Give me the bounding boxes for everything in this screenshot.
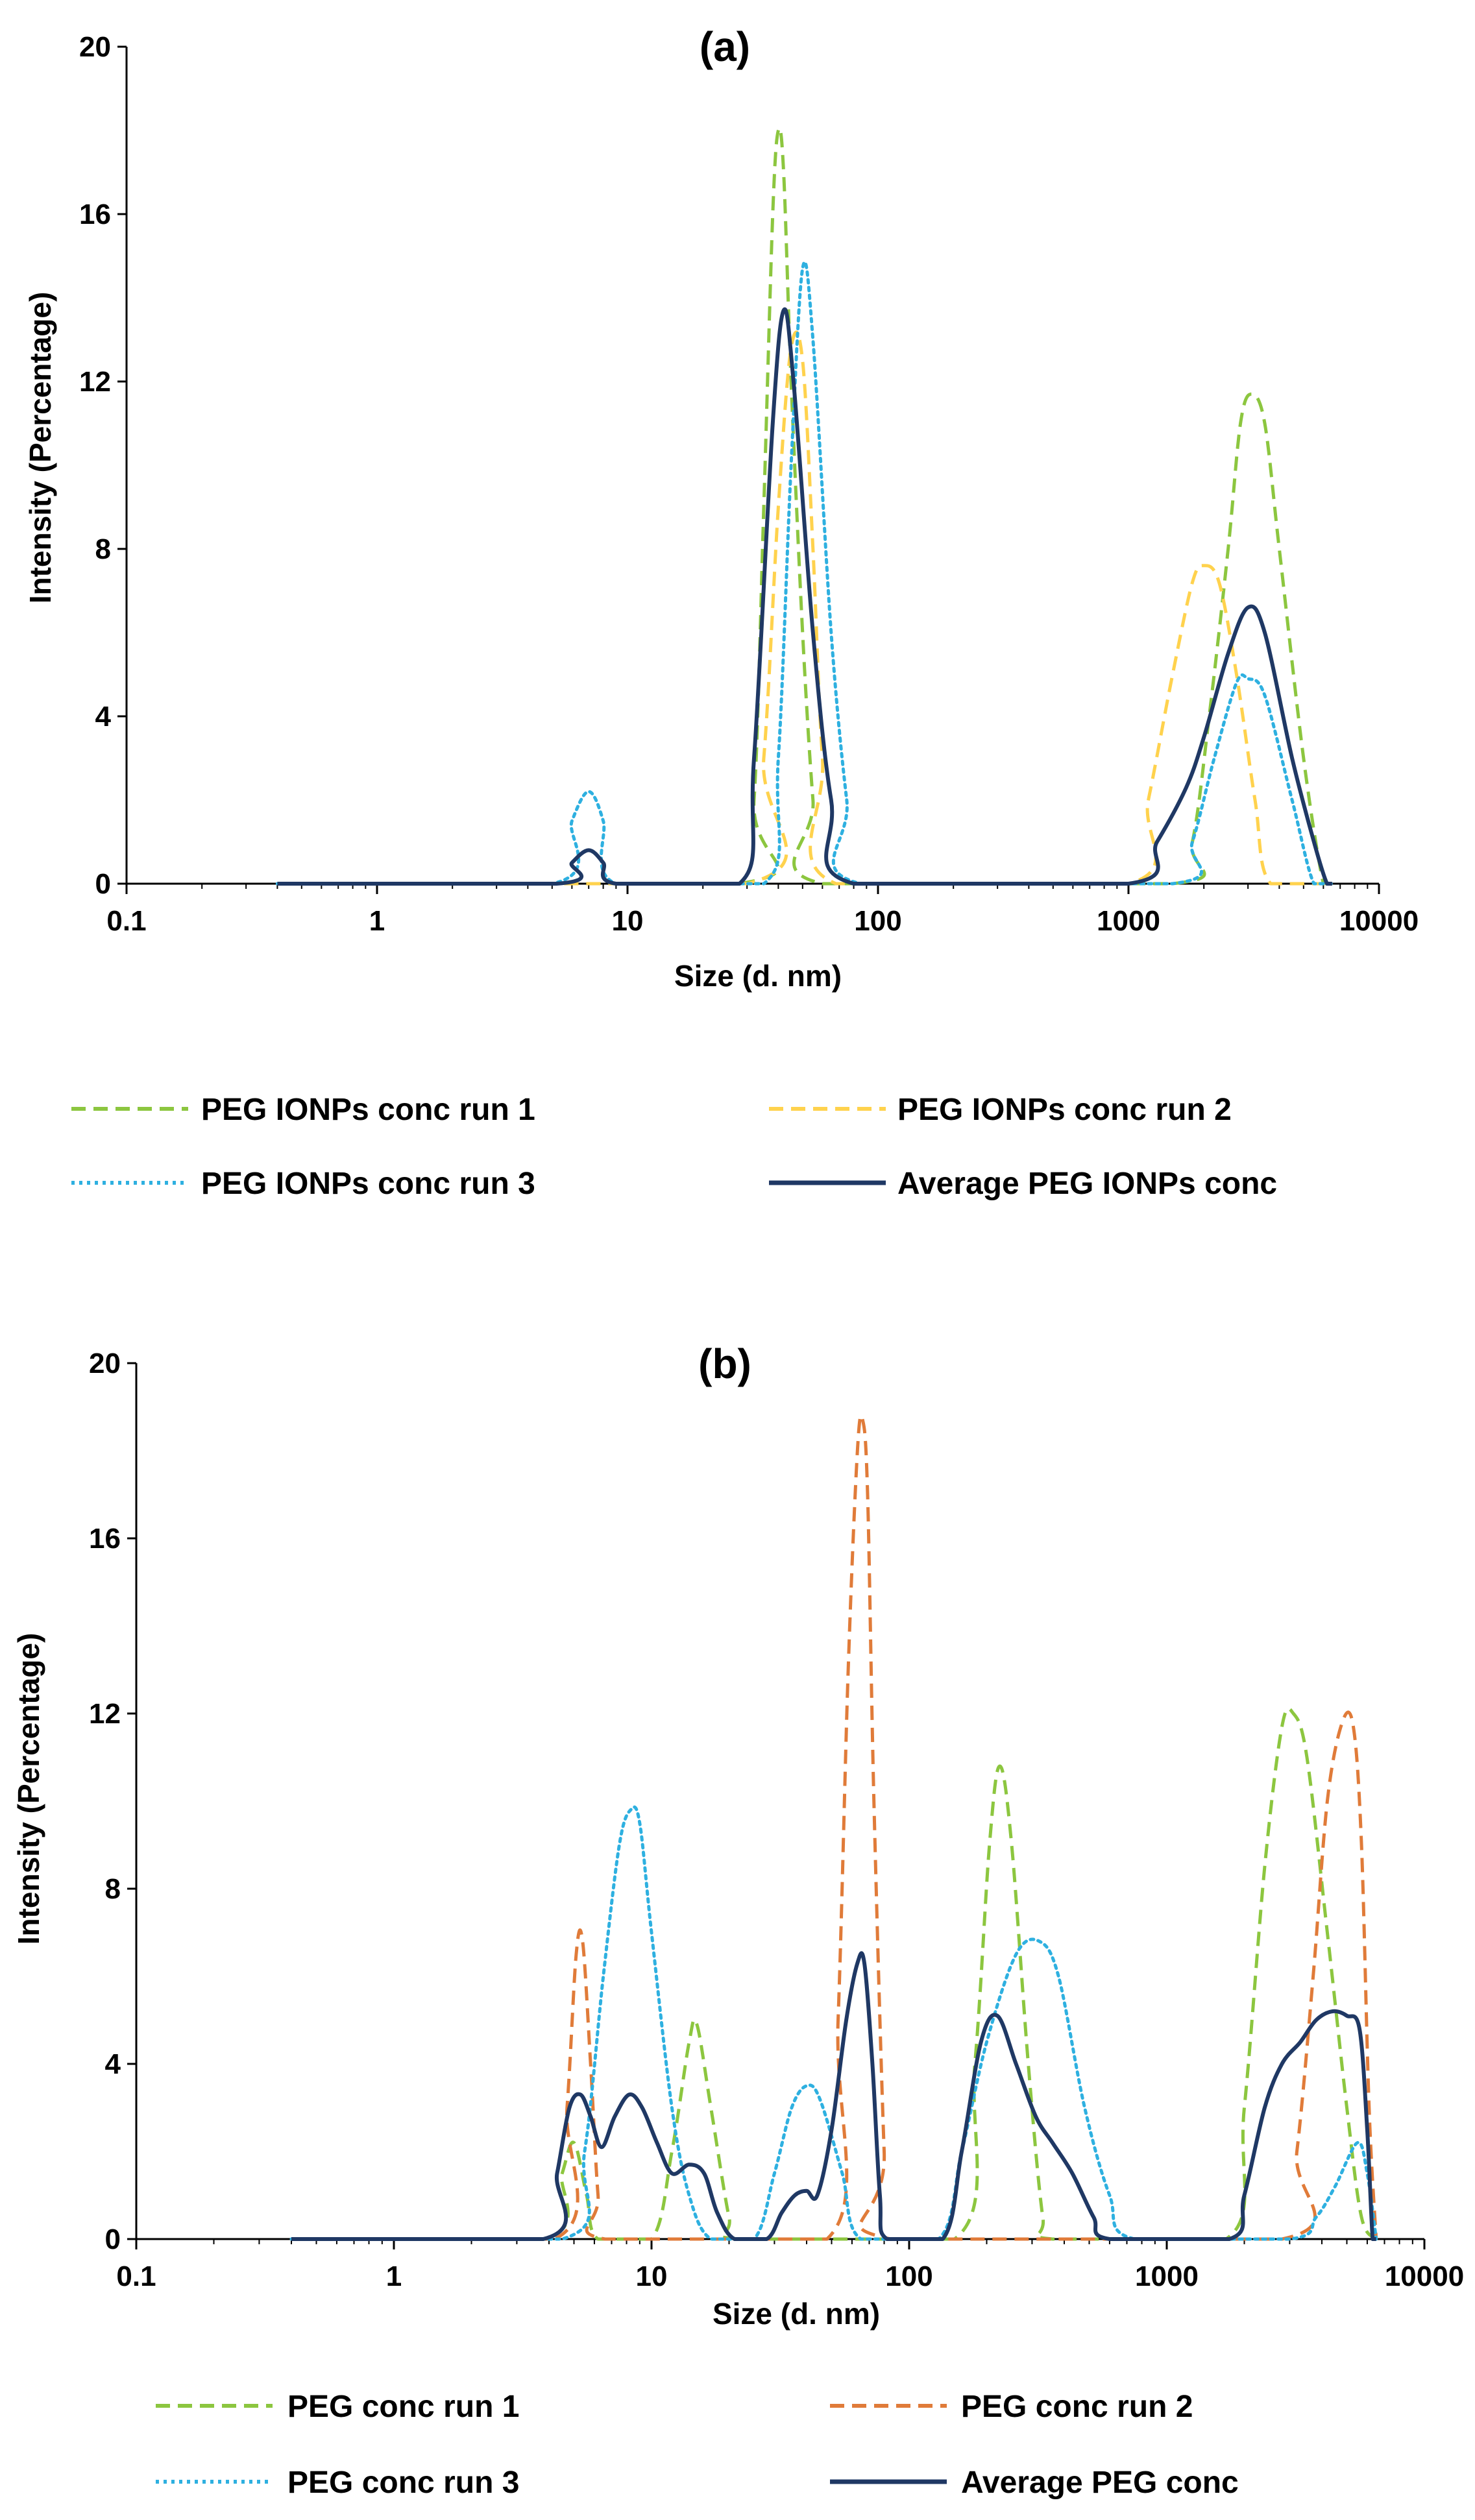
series-line-a-3 — [277, 307, 1332, 886]
x-tick-label-b: 10 — [636, 2260, 668, 2292]
series-line-b-1 — [291, 1414, 1378, 2241]
x-axis-title-a: Size (d. nm) — [674, 959, 842, 993]
legend-a: PEG IONPs conc run 1 PEG IONPs conc run … — [71, 1093, 1277, 1201]
x-tick-label-a: 10 — [612, 905, 644, 937]
legend-item-a-run2: PEG IONPs conc run 2 — [769, 1093, 1232, 1127]
y-tick-label-b: 4 — [105, 2048, 121, 2080]
chart-panel-a: (a) Intensity (Percentage) Size (d. nm) … — [23, 23, 1419, 993]
chart-title-b: (b) — [698, 1340, 751, 1387]
legend-item-b-run1: PEG conc run 1 — [156, 2390, 519, 2424]
series-line-b-2 — [289, 1805, 1378, 2241]
y-tick-label-a: 12 — [79, 366, 111, 398]
legend-label-b-run1: PEG conc run 1 — [287, 2390, 519, 2424]
series-line-b-0 — [291, 1706, 1378, 2241]
x-tick-label-b: 1000 — [1135, 2260, 1199, 2292]
x-tick-label-b: 100 — [885, 2260, 933, 2292]
y-tick-label-a: 8 — [95, 533, 111, 565]
legend-label-b-average: Average PEG conc — [961, 2465, 1239, 2500]
legend-label-a-run1: PEG IONPs conc run 1 — [201, 1093, 535, 1127]
legend-item-b-run3: PEG conc run 3 — [156, 2465, 519, 2500]
legend-b: PEG conc run 1 PEG conc run 2 PEG conc r… — [156, 2390, 1239, 2500]
y-tick-label-b: 0 — [105, 2223, 121, 2255]
legend-label-b-run3: PEG conc run 3 — [287, 2465, 519, 2500]
y-tick-label-b: 20 — [89, 1348, 121, 1379]
legend-item-b-run2: PEG conc run 2 — [830, 2390, 1193, 2424]
x-tick-label-a: 10000 — [1339, 905, 1419, 937]
legend-item-b-average: Average PEG conc — [830, 2465, 1239, 2500]
x-tick-label-a: 0.1 — [106, 905, 146, 937]
x-tick-label-b: 0.1 — [116, 2260, 156, 2292]
y-axis-title-a: Intensity (Percentage) — [23, 292, 57, 604]
x-tick-label-a: 1 — [369, 905, 385, 937]
axes-b: 0 4 8 12 16 20 0.1 1 10 100 1000 10000 — [89, 1348, 1464, 2292]
axes-a: 0 4 8 12 16 20 0.1 1 10 100 1000 10000 — [79, 31, 1419, 937]
legend-item-a-run3: PEG IONPs conc run 3 — [71, 1167, 535, 1201]
y-axis-title-b: Intensity (Percentage) — [12, 1633, 45, 1945]
x-tick-label-b: 1 — [386, 2260, 402, 2292]
legend-item-a-run1: PEG IONPs conc run 1 — [71, 1093, 535, 1127]
chart-title-a: (a) — [700, 23, 750, 70]
legend-label-b-run2: PEG conc run 2 — [961, 2390, 1193, 2424]
series-group-a — [275, 126, 1334, 886]
y-tick-label-a: 16 — [79, 199, 111, 230]
x-tick-label-a: 1000 — [1097, 905, 1160, 937]
y-tick-label-b: 8 — [105, 1873, 121, 1905]
y-tick-label-b: 12 — [89, 1698, 121, 1730]
y-tick-label-a: 20 — [79, 31, 111, 63]
y-tick-label-b: 16 — [89, 1523, 121, 1555]
series-group-b — [289, 1414, 1378, 2242]
x-tick-label-b: 10000 — [1385, 2260, 1464, 2292]
series-line-a-2 — [275, 260, 1334, 886]
chart-panel-b: (b) Intensity (Percentage) Size (d. nm) … — [12, 1340, 1464, 2331]
legend-label-a-average: Average PEG IONPs conc — [897, 1167, 1277, 1201]
legend-label-a-run2: PEG IONPs conc run 2 — [897, 1093, 1232, 1127]
series-line-b-3 — [291, 1951, 1376, 2242]
y-tick-label-a: 4 — [95, 701, 112, 733]
series-line-a-1 — [277, 330, 1332, 886]
x-tick-label-a: 100 — [854, 905, 901, 937]
legend-item-a-average: Average PEG IONPs conc — [769, 1167, 1277, 1201]
x-axis-title-b: Size (d. nm) — [713, 2297, 880, 2331]
legend-label-a-run3: PEG IONPs conc run 3 — [201, 1167, 535, 1201]
y-tick-label-a: 0 — [95, 868, 111, 900]
